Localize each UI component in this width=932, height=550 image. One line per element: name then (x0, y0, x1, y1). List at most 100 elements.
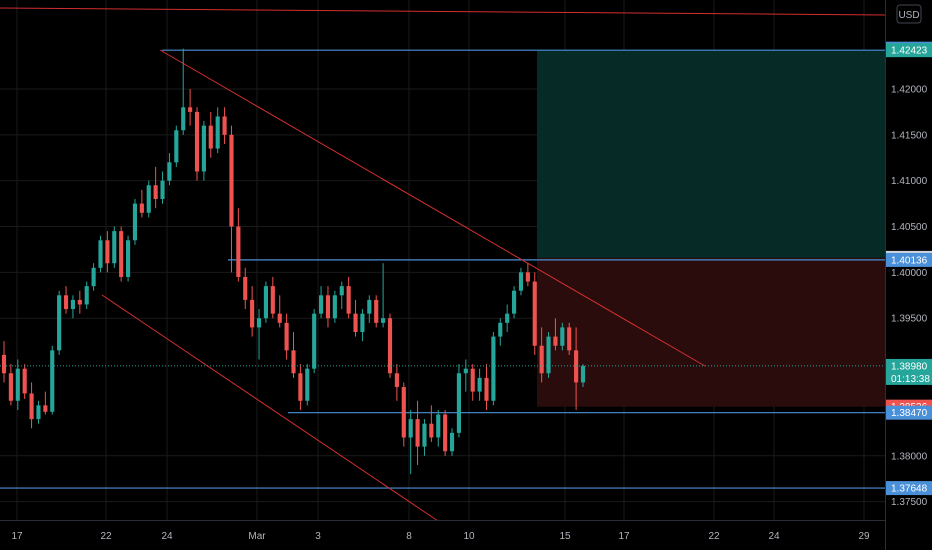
candle-body (339, 286, 344, 296)
price-tag-label: 1.37648 (891, 484, 928, 495)
candle-body (429, 423, 434, 438)
candle-body (305, 368, 310, 401)
candle-body (277, 313, 282, 323)
candle-body (77, 299, 82, 305)
candle-body (408, 419, 413, 438)
channel-lower-line[interactable] (101, 294, 439, 522)
target-zone[interactable] (537, 50, 885, 258)
channel-upper-line[interactable] (159, 49, 706, 367)
x-tick-label: 22 (708, 531, 720, 542)
candle-body (553, 336, 558, 346)
candle-body (194, 111, 200, 172)
candle-body (491, 336, 496, 401)
price-axis[interactable]: 1.42000 1.41500 1.41000 1.40500 1.40000 1.395… (885, 0, 928, 550)
candle-body (29, 393, 34, 420)
candle-body (394, 373, 399, 388)
horizontal-levels[interactable] (0, 49, 885, 489)
position-zones (537, 50, 885, 407)
candle-body (43, 405, 48, 412)
candle-body (256, 318, 262, 328)
candle-body (153, 185, 158, 200)
candle-body (181, 107, 186, 131)
candle-body (222, 116, 227, 135)
candle-body (63, 295, 69, 310)
candle-body (332, 295, 337, 319)
x-tick-label: Mar (248, 531, 266, 542)
price-tags: 1.424391.424231.401581.401361.3898001:13… (886, 41, 932, 496)
candle-body (443, 414, 448, 452)
price-tag (886, 405, 932, 420)
y-tick-label: 1.38000 (891, 451, 928, 462)
x-tick-label: 10 (463, 531, 475, 542)
candle-body (8, 373, 13, 401)
price-tag (886, 252, 932, 267)
candle-body (112, 231, 117, 264)
candle-body (580, 365, 586, 383)
candle-body (312, 313, 317, 369)
candle-body (449, 432, 455, 452)
candle-body (463, 368, 468, 374)
price-tag (886, 358, 932, 385)
time-axis[interactable]: 17 22 24 Mar 3 8 10 15 17 22 24 29 (0, 520, 885, 543)
y-tick-label: 1.40500 (891, 222, 928, 233)
candle-body (498, 322, 503, 337)
candle-body (346, 286, 351, 314)
candle-body (263, 286, 268, 319)
candle-body (539, 345, 544, 374)
candle-body (436, 414, 441, 438)
candle-body (167, 162, 172, 181)
price-tag (886, 43, 932, 58)
candle-body (236, 226, 241, 277)
candle-body (160, 180, 165, 200)
candle-body (319, 295, 324, 314)
x-tick-label: 29 (858, 531, 870, 542)
candle-body (291, 350, 296, 374)
y-tick-label: 1.40000 (891, 268, 928, 279)
candle-body (387, 318, 393, 374)
candle-body (201, 125, 206, 172)
candle-body (518, 272, 524, 291)
x-tick-label: 22 (100, 531, 112, 542)
candle-body (505, 313, 510, 323)
y-tick-label: 1.41000 (891, 176, 928, 187)
candle-body (477, 377, 482, 392)
candle-body (374, 299, 379, 323)
y-tick-label: 1.37500 (891, 497, 928, 508)
candle-body (70, 299, 75, 310)
candle-body (22, 368, 27, 394)
stop-zone[interactable] (537, 257, 885, 407)
candle-body (422, 423, 427, 447)
candle-body (215, 116, 220, 149)
trend-channel[interactable] (0, 7, 886, 522)
candle-body (139, 203, 144, 213)
x-tick-label: 24 (161, 531, 173, 542)
x-tick-label: 15 (559, 531, 571, 542)
candle-body (415, 419, 420, 447)
candle-body (105, 240, 110, 264)
x-tick-label: 3 (315, 531, 321, 542)
candle-body (57, 295, 62, 351)
candle-body (126, 240, 131, 277)
y-tick-label: 1.41500 (891, 130, 928, 141)
top-red-line[interactable] (0, 7, 886, 16)
candle-body (188, 107, 193, 112)
candle-body (270, 286, 275, 314)
candle-body (15, 368, 20, 401)
currency-button[interactable]: USD (896, 4, 922, 24)
candle-body (119, 231, 124, 277)
candle-body (470, 368, 475, 392)
currency-label: USD (898, 10, 919, 21)
x-tick-label: 17 (618, 531, 630, 542)
candle-body (132, 203, 138, 241)
price-tag-label: 1.38470 (891, 408, 928, 419)
countdown-label: 01:13:38 (891, 374, 930, 385)
x-tick-label: 8 (406, 531, 412, 542)
candle-body (1, 354, 7, 374)
y-tick-label: 1.42000 (891, 84, 928, 95)
x-tick-label: 17 (11, 531, 23, 542)
candle-body (512, 290, 517, 314)
candle-body (250, 299, 255, 328)
candle-body (367, 299, 372, 314)
candle-body (532, 281, 537, 346)
